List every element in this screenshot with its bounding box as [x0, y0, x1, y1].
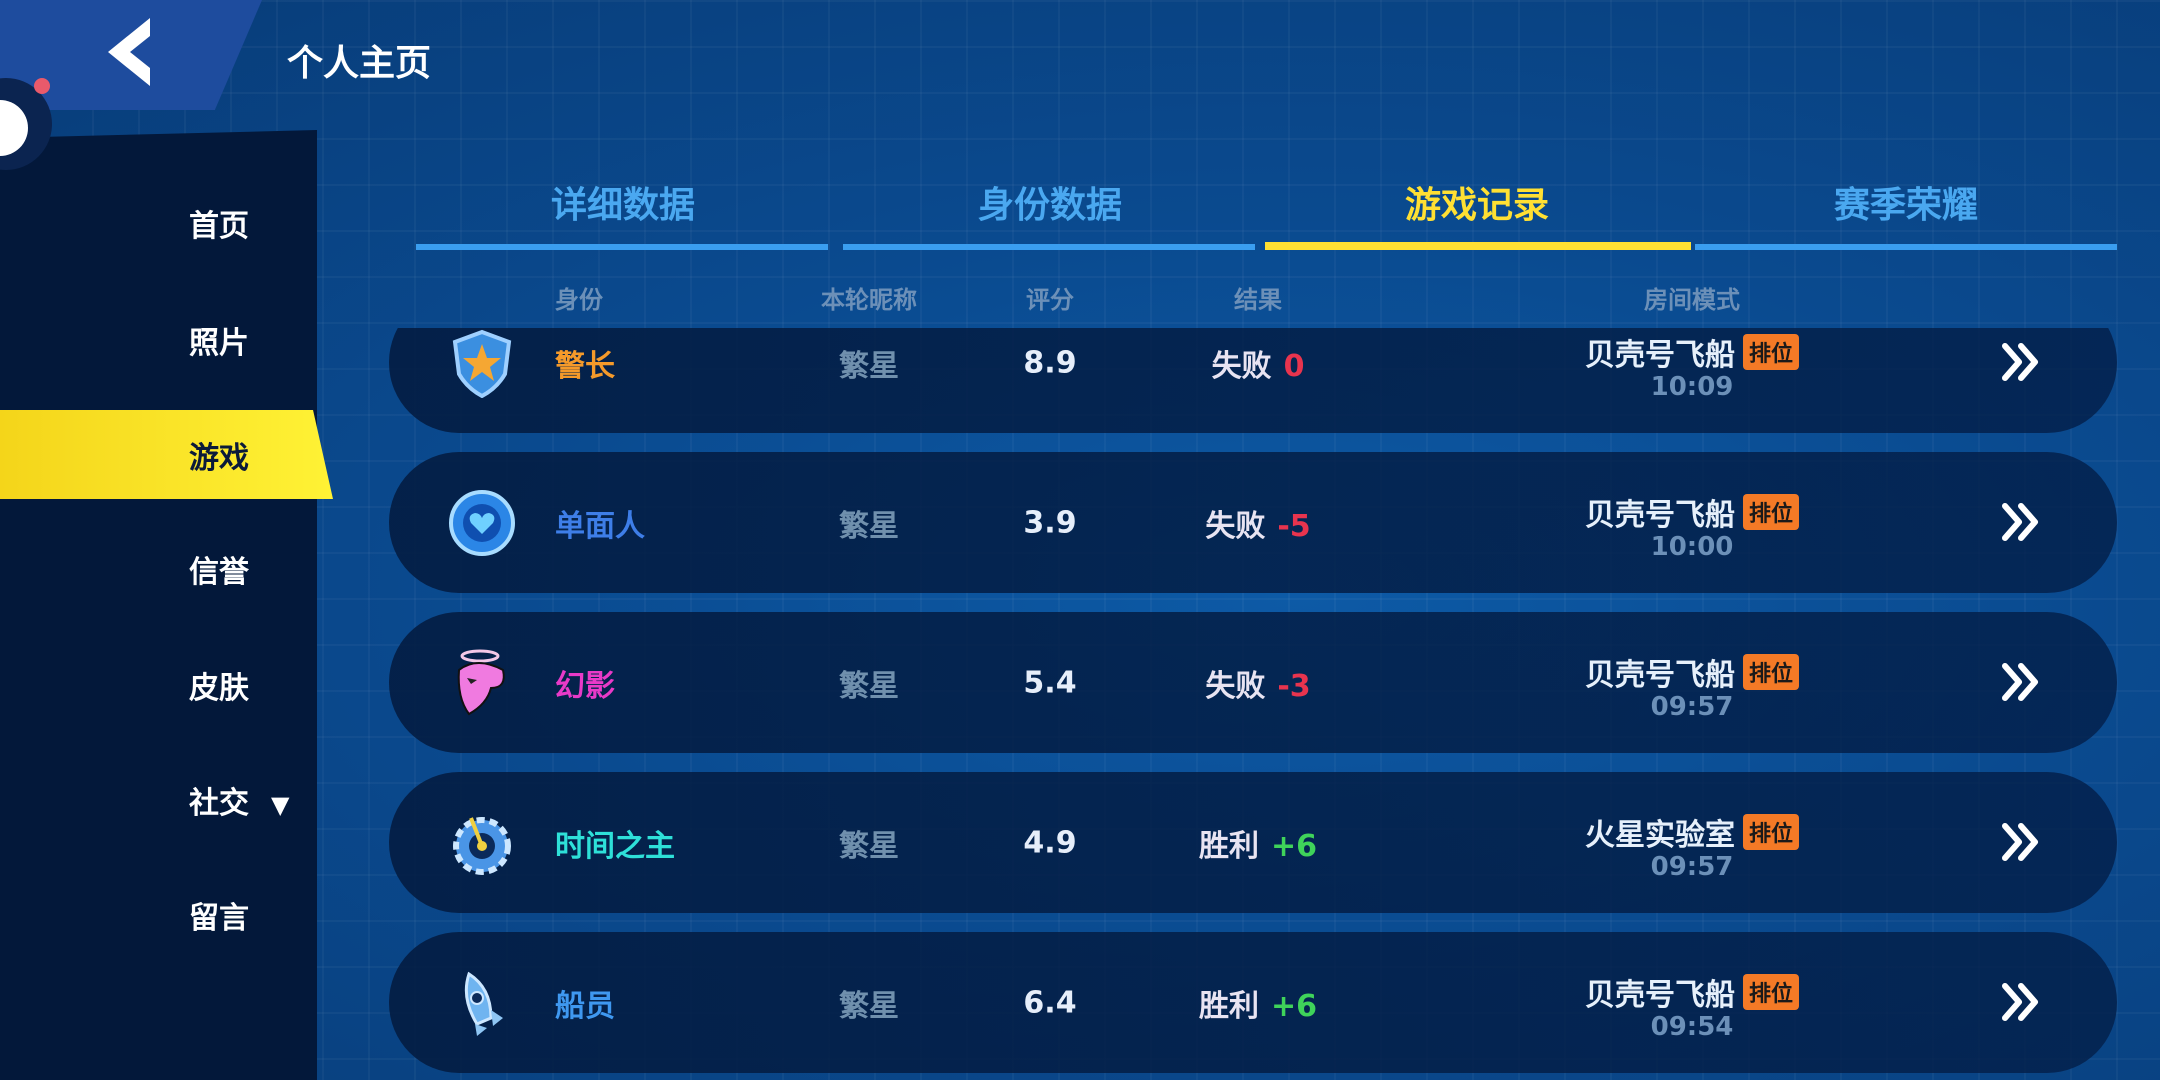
time-gear-icon [453, 817, 511, 875]
heart-chip-icon [449, 490, 515, 556]
ranked-badge: 排位 [1742, 654, 1800, 690]
table-row[interactable]: 幻影 繁星 5.4 失败 -3 贝壳号飞船 排位 09:57 [389, 612, 2117, 753]
table-row[interactable]: 船员 繁星 6.4 胜利 +6 贝壳号飞船 排位 09:54 [389, 932, 2117, 1073]
score-delta: +6 [1270, 988, 1318, 1024]
phantom-mask-icon [457, 649, 505, 716]
room-name: 贝壳号飞船 [1584, 498, 1735, 533]
sidebar-item-games[interactable]: 游戏 [189, 441, 249, 476]
game-time: 10:00 [1650, 532, 1734, 562]
role-name: 时间之主 [555, 828, 675, 864]
role-name: 单面人 [555, 508, 645, 544]
table-row[interactable]: 警长 繁星 8.9 失败 0 贝壳号飞船 排位 10:09 [389, 328, 2117, 433]
sidebar-item-photos[interactable]: 照片 [189, 326, 249, 361]
table-row[interactable]: 时间之主 繁星 4.9 胜利 +6 火星实验室 排位 09:57 [389, 772, 2117, 913]
room-name: 火星实验室 [1584, 818, 1735, 853]
round-nickname: 繁星 [839, 508, 899, 544]
round-nickname: 繁星 [839, 348, 899, 384]
result-label: 失败 [1205, 508, 1266, 544]
column-header-score: 评分 [1026, 286, 1074, 314]
sidebar-active-highlight [0, 410, 333, 499]
double-chevron-right-icon[interactable] [1999, 660, 2045, 704]
room-mode: 贝壳号飞船 排位 [1584, 330, 1800, 374]
tab-role-data[interactable]: 身份数据 [977, 185, 1123, 226]
round-nickname: 繁星 [839, 828, 899, 864]
tab-game-records[interactable]: 游戏记录 [1404, 185, 1550, 226]
room-name: 贝壳号飞船 [1584, 338, 1735, 373]
score: 4.9 [1023, 825, 1077, 860]
game-time: 09:57 [1650, 852, 1734, 882]
room-mode: 贝壳号飞船 排位 [1584, 650, 1800, 694]
score: 3.9 [1023, 505, 1077, 540]
game-time: 10:09 [1650, 372, 1734, 402]
result: 失败 0 [1212, 341, 1305, 385]
role-name: 幻影 [555, 668, 615, 704]
round-nickname: 繁星 [839, 988, 899, 1024]
result-label: 失败 [1205, 668, 1266, 704]
score-delta: 0 [1283, 348, 1305, 384]
table-row[interactable]: 单面人 繁星 3.9 失败 -5 贝壳号飞船 排位 10:00 [389, 452, 2117, 593]
sidebar-item-reputation[interactable]: 信誉 [189, 555, 249, 590]
score-delta: -5 [1277, 508, 1311, 544]
game-record-list[interactable]: 警长 繁星 8.9 失败 0 贝壳号飞船 排位 10:09 单面人 繁星 3.9 失… [380, 328, 2140, 1080]
role-name: 警长 [555, 348, 615, 384]
notification-dot [34, 78, 50, 94]
result: 胜利 +6 [1199, 821, 1317, 865]
tab-underline-active [1265, 242, 1691, 250]
sidebar [0, 130, 317, 1080]
double-chevron-right-icon[interactable] [1999, 820, 2045, 864]
sidebar-item-home[interactable]: 首页 [189, 209, 249, 244]
sidebar-item-messages[interactable]: 留言 [189, 901, 249, 936]
tab-underline [843, 244, 1255, 250]
round-nickname: 繁星 [839, 668, 899, 704]
ranked-badge: 排位 [1742, 334, 1800, 370]
column-header-room-mode: 房间模式 [1644, 286, 1740, 314]
result-label: 胜利 [1198, 988, 1259, 1024]
result: 失败 -3 [1205, 661, 1310, 705]
room-name: 贝壳号飞船 [1584, 978, 1735, 1013]
result: 胜利 +6 [1199, 981, 1317, 1025]
double-chevron-right-icon[interactable] [1999, 500, 2045, 544]
column-header-result: 结果 [1234, 286, 1282, 314]
ranked-badge: 排位 [1742, 494, 1800, 530]
column-header-nickname: 本轮昵称 [821, 286, 917, 314]
room-name: 贝壳号飞船 [1584, 658, 1735, 693]
double-chevron-right-icon[interactable] [1999, 340, 2045, 384]
sheriff-badge-icon [452, 329, 512, 398]
score: 6.4 [1023, 985, 1077, 1020]
page-title: 个人主页 [287, 43, 432, 84]
room-mode: 火星实验室 排位 [1584, 810, 1800, 854]
tab-season-honors[interactable]: 赛季荣耀 [1833, 185, 1979, 226]
double-chevron-right-icon[interactable] [1999, 980, 2045, 1024]
score-delta: +6 [1270, 828, 1318, 864]
sidebar-item-label: 社交 [189, 786, 249, 821]
game-time: 09:54 [1650, 1012, 1734, 1042]
score-delta: -3 [1277, 668, 1311, 704]
column-header-role: 身份 [555, 286, 603, 314]
caret-down-icon: ▼ [271, 791, 290, 819]
role-name: 船员 [555, 988, 615, 1024]
result-label: 失败 [1211, 348, 1272, 384]
tab-detailed-data[interactable]: 详细数据 [550, 185, 696, 226]
tab-underline [1695, 244, 2117, 250]
rocket-icon [464, 971, 503, 1036]
ranked-badge: 排位 [1742, 974, 1800, 1010]
score: 5.4 [1023, 665, 1077, 700]
result: 失败 -5 [1205, 501, 1310, 545]
sidebar-item-skins[interactable]: 皮肤 [189, 671, 249, 706]
tab-underline [416, 244, 828, 250]
room-mode: 贝壳号飞船 排位 [1584, 970, 1800, 1014]
score: 8.9 [1023, 345, 1077, 380]
sidebar-item-social[interactable]: 社交 ▼ [189, 778, 289, 822]
result-label: 胜利 [1198, 828, 1259, 864]
game-time: 09:57 [1650, 692, 1734, 722]
ranked-badge: 排位 [1742, 814, 1800, 850]
back-arrow-icon[interactable] [100, 14, 160, 90]
room-mode: 贝壳号飞船 排位 [1584, 490, 1800, 534]
